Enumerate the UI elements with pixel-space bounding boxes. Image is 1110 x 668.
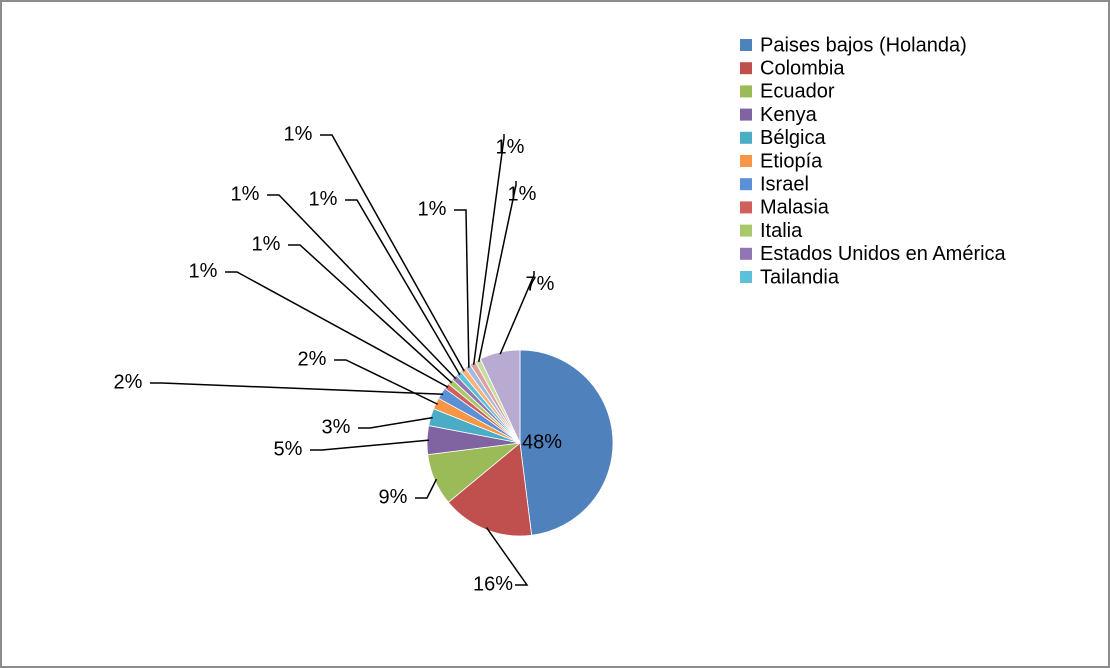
legend-swatch [740,108,752,121]
data-label: 1% [508,183,537,205]
data-label: 1% [309,188,338,210]
legend-label: Malasia [760,197,830,219]
data-label: 48% [522,431,562,453]
leader-line [320,134,465,372]
leader-line [150,382,444,395]
leader-line [310,439,430,451]
percent-sign: % [495,573,513,595]
leader-line [415,478,438,499]
leader-line [345,199,461,376]
data-label: 1% [496,136,525,158]
percent-sign: % [537,273,555,295]
data-labels: 48%16%9%5%3%2%2%1%1%1% 1%1%1%1%1%7% [114,123,563,595]
legend-swatch [740,271,752,283]
percent-sign: % [309,348,327,370]
legend-label: Ecuador [760,81,835,103]
data-label: 9% [379,486,408,508]
legend-swatch [740,62,752,75]
pie-slice [447,442,533,537]
percent-sign: % [125,371,143,393]
legend-label: Kenya [760,104,818,126]
percent-sign: % [507,136,525,158]
percent-sign: % [200,260,218,282]
data-label: 5% [274,438,303,460]
data-label: 16% [473,573,513,595]
percent-sign: % [242,183,260,205]
percent-sign: % [263,233,281,255]
data-label: 1% [231,183,260,205]
leader-line [454,209,470,368]
legend-label: Colombia [760,57,845,79]
legend-label: Estados Unidos en América [760,243,1007,265]
leader-line [334,359,438,405]
leader-line [267,194,457,380]
leader-line [225,271,449,388]
legend-swatch [740,85,752,98]
legend-label: Israel [760,173,809,195]
data-label: 2% [298,348,327,370]
legend-label: Paises bajos (Holanda) [760,34,967,56]
legend: Paises bajos (Holanda)ColombiaEcuadorKen… [740,34,1007,288]
legend-label: Tailandia [760,266,840,288]
leader-line [472,134,505,365]
percent-sign: % [285,438,303,460]
legend-swatch [740,39,752,51]
leader-line [485,527,529,586]
leader-line [477,181,517,363]
legend-swatch [740,131,752,144]
percent-sign: % [429,198,447,220]
data-label: 3% [322,416,351,438]
percent-sign: % [295,123,313,145]
percent-sign: % [320,188,338,210]
percent-sign: % [544,431,562,453]
leader-line [358,416,433,429]
legend-swatch [740,155,752,167]
percent-sign: % [333,416,351,438]
legend-swatch [740,224,752,237]
data-label: 1% [284,123,313,145]
leader-line [499,271,535,355]
percent-sign: % [519,183,537,205]
data-label: 1% [418,198,447,220]
pie-slice [479,349,521,444]
percent-sign: % [390,486,408,508]
data-label: 2% [114,371,143,393]
data-label: 1% [189,260,218,282]
legend-label: Bélgica [760,127,826,149]
legend-label: Etiopía [760,150,823,172]
leader-line [288,244,453,384]
legend-label: Italia [760,220,803,242]
data-label: 1% [252,233,281,255]
legend-swatch [740,201,752,214]
pie-slice [519,349,614,536]
legend-swatch [740,178,752,191]
legend-swatch [740,247,752,260]
